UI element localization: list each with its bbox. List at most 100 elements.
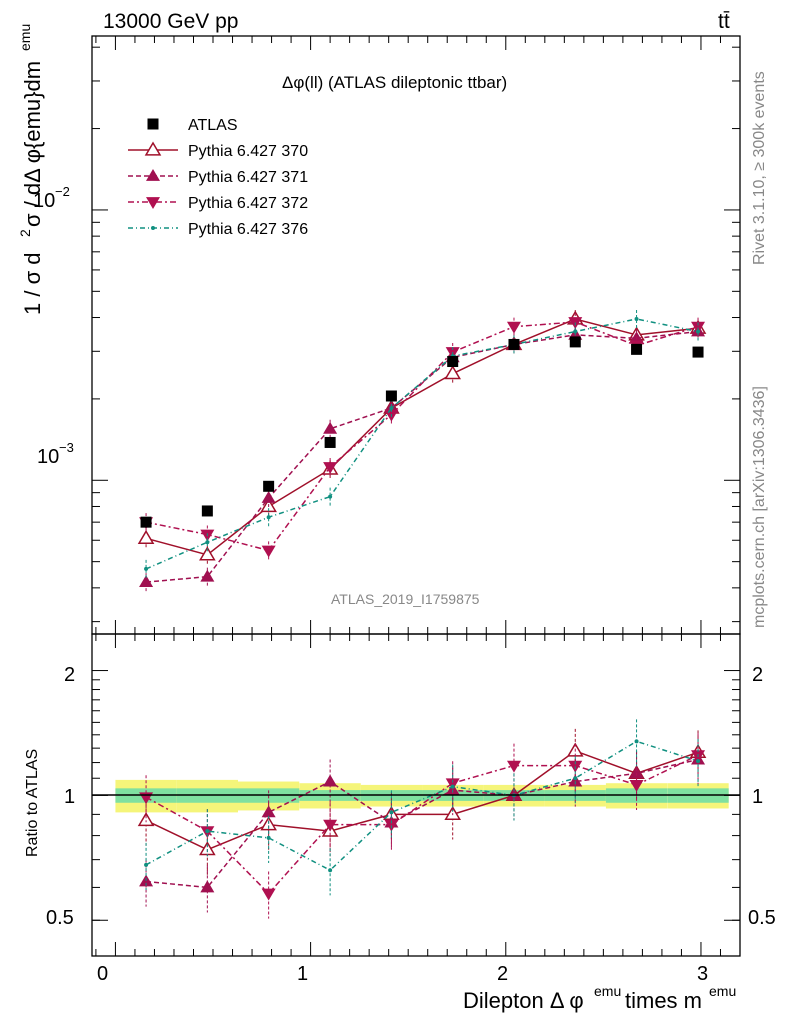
svg-text:emu: emu (17, 24, 33, 51)
point-pythia-6-427-376 (573, 329, 578, 334)
svg-text:emu: emu (594, 983, 621, 999)
ratio-point-pythia-6-427-376 (573, 776, 578, 781)
point-pythia-6-427-376 (634, 316, 639, 321)
main-series-layer (137, 309, 707, 592)
x-tick-label-0: 0 (97, 963, 108, 985)
ratio-point-pythia-6-427-376 (266, 835, 271, 840)
ratio-y-axis-title: Ratio to ATLAS (24, 749, 41, 857)
legend-marker-pythia-6-427-370 (144, 141, 162, 156)
ratio-axis-ticks (92, 634, 740, 956)
main-axis-ticks (92, 36, 740, 634)
x-axis-title: Dilepton Δ φ emu times m emu (463, 983, 736, 1013)
legend-label-pythia-6-427-371: Pythia 6.427 371 (188, 169, 308, 186)
plot-title: Δφ(ll) (ATLAS dileptonic ttbar) (282, 73, 507, 92)
point-pythia-6-427-376 (144, 566, 149, 571)
ratio-point-pythia-6-427-376 (450, 784, 455, 789)
svg-text:times m: times m (625, 988, 702, 1013)
point-pythia-6-427-370 (137, 529, 155, 544)
ratio-tick-label-0.5: 0.5 (46, 907, 74, 929)
ratio-point-pythia-6-427-372 (629, 780, 644, 792)
ratio-tick-label-1: 1 (64, 786, 75, 808)
ratio-tick-label-right-1: 1 (752, 786, 763, 808)
svg-text:σ / dΔ φ{emu}dm: σ / dΔ φ{emu}dm (20, 61, 45, 227)
ratio-point-pythia-6-427-371 (261, 805, 276, 818)
ratio-line-pythia-6-427-371 (145, 758, 699, 889)
legend-marker-atlas (147, 118, 159, 130)
point-pythia-6-427-372 (506, 321, 521, 334)
ratio-point-pythia-6-427-372 (261, 888, 276, 901)
ratio-point-pythia-6-427-372 (445, 778, 460, 791)
ratio-point-pythia-6-427-370 (137, 812, 155, 827)
legend: ATLAS Pythia 6.427 370 Pythia 6.427 371 Pyt… (128, 117, 308, 238)
legend-label-pythia-6-427-376: Pythia 6.427 376 (188, 221, 308, 238)
ratio-series-layer (137, 719, 707, 919)
point-atlas (447, 356, 459, 368)
ratio-line-pythia-6-427-376 (145, 740, 699, 872)
point-pythia-6-427-372 (323, 462, 338, 474)
point-pythia-6-427-370 (444, 365, 462, 380)
point-pythia-6-427-376 (696, 329, 701, 334)
series-line-pythia-6-427-376 (145, 318, 699, 570)
point-pythia-6-427-371 (139, 575, 154, 588)
legend-label-pythia-6-427-372: Pythia 6.427 372 (188, 195, 308, 212)
point-atlas (263, 480, 275, 492)
svg-text:−2: −2 (55, 184, 70, 199)
ratio-point-pythia-6-427-371 (629, 766, 644, 779)
svg-text:1 / σ d: 1 / σ d (20, 253, 45, 316)
point-atlas (569, 336, 581, 348)
point-atlas (631, 343, 643, 355)
analysis-id: ATLAS_2019_I1759875 (331, 591, 480, 607)
point-atlas (324, 436, 336, 448)
ratio-point-pythia-6-427-376 (144, 862, 149, 867)
ratio-line-pythia-6-427-370 (145, 750, 699, 851)
mcplots-label: mcplots.cern.ch [arXiv:1306.3436] (751, 386, 768, 628)
ratio-tick-label-right-2: 2 (752, 664, 763, 686)
svg-text:2: 2 (17, 229, 33, 237)
ratio-tick-label-right-0.5: 0.5 (748, 907, 776, 929)
point-pythia-6-427-376 (328, 494, 333, 499)
x-tick-label-1: 1 (297, 963, 308, 985)
ratio-point-pythia-6-427-372 (506, 760, 521, 773)
svg-text:Dilepton Δ φ: Dilepton Δ φ (463, 988, 584, 1013)
header-left-label: 13000 GeV pp (103, 10, 238, 33)
legend-label-atlas: ATLAS (188, 117, 238, 134)
ratio-point-pythia-6-427-376 (634, 739, 639, 744)
main-y-tick-label-1e-3: 10 −3 (37, 440, 74, 468)
rivet-label: Rivet 3.1.10, ≥ 300k events (751, 71, 768, 265)
point-atlas (385, 390, 397, 402)
main-y-tick-label-1e-2: 10 −2 (33, 184, 70, 212)
y-axis-title: 1 / σ d 2 σ / dΔ φ{emu}dm emu (17, 24, 45, 315)
series-line-pythia-6-427-371 (145, 330, 699, 583)
svg-text:10: 10 (33, 190, 55, 212)
x-tick-label-3: 3 (697, 963, 708, 985)
ratio-point-pythia-6-427-376 (328, 868, 333, 873)
ratio-point-pythia-6-427-376 (696, 759, 701, 764)
point-pythia-6-427-371 (323, 421, 338, 434)
point-pythia-6-427-372 (261, 545, 276, 558)
point-pythia-6-427-371 (200, 569, 215, 582)
series-line-pythia-6-427-372 (145, 321, 699, 552)
point-pythia-6-427-370 (199, 546, 216, 561)
svg-text:emu: emu (709, 983, 736, 999)
point-pythia-6-427-371 (261, 490, 276, 503)
legend-marker-pythia-6-427-371 (146, 169, 160, 181)
ratio-point-pythia-6-427-376 (389, 810, 394, 815)
x-tick-label-2: 2 (497, 963, 508, 985)
legend-marker-pythia-6-427-372 (146, 197, 160, 209)
svg-text:10: 10 (37, 446, 59, 468)
ratio-point-pythia-6-427-372 (323, 819, 338, 832)
point-pythia-6-427-376 (205, 540, 210, 545)
legend-marker-pythia-6-427-376 (151, 226, 155, 230)
header-right-label: tt̄ (718, 10, 730, 33)
legend-label-pythia-6-427-370: Pythia 6.427 370 (188, 143, 308, 160)
ratio-tick-label-2: 2 (64, 664, 75, 686)
point-atlas (692, 346, 704, 358)
svg-text:−3: −3 (59, 440, 74, 455)
point-atlas (201, 505, 213, 517)
point-atlas (140, 516, 152, 528)
ratio-line-pythia-6-427-372 (145, 754, 699, 895)
point-pythia-6-427-376 (266, 515, 271, 520)
point-atlas (508, 338, 520, 350)
ratio-point-pythia-6-427-371 (200, 880, 215, 893)
